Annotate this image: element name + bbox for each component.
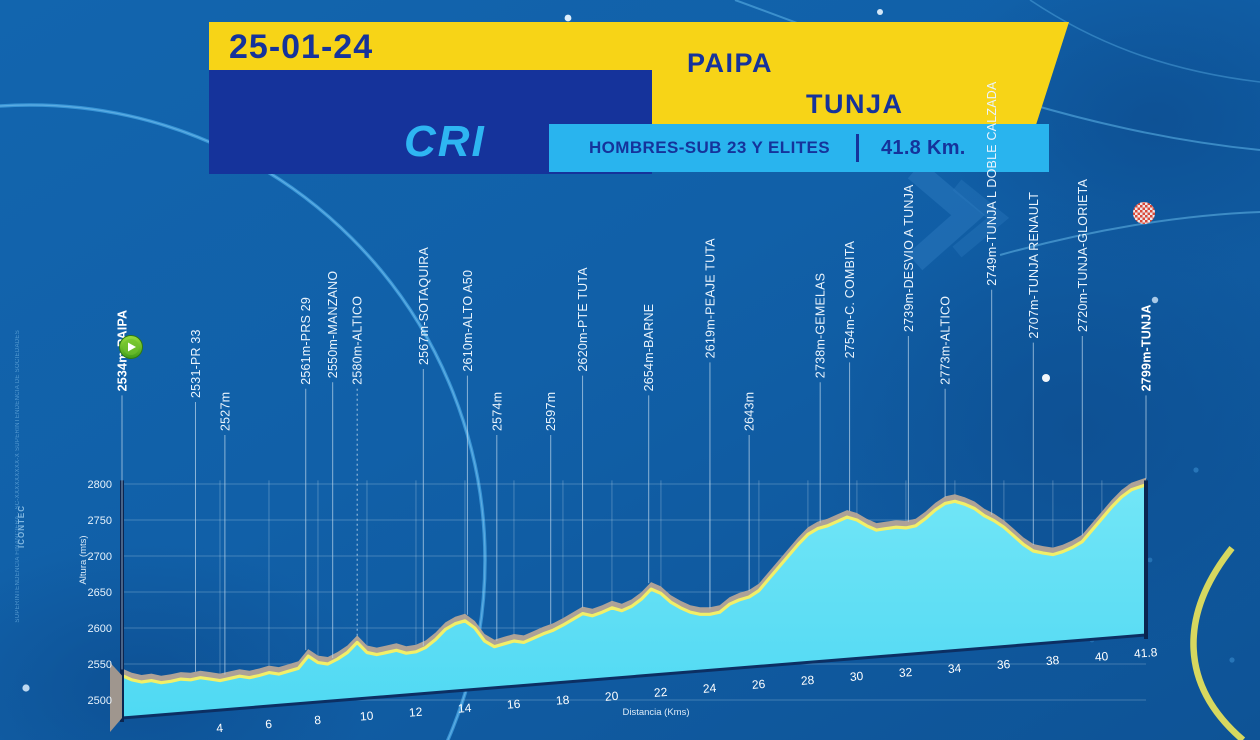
elevation-point-label: 2620m-PTE TUTA [576, 267, 590, 372]
category-label: HOMBRES-SUB 23 Y ELITES [589, 138, 830, 157]
x-tick-label: 22 [653, 685, 668, 700]
x-tick-label: 38 [1045, 653, 1060, 668]
x-tick-label: 16 [506, 697, 521, 712]
elevation-point-label: 2654m-BARNE [642, 304, 656, 392]
y-tick-label: 2750 [88, 515, 112, 527]
x-axis-title: Distancia (Kms) [622, 707, 689, 718]
y-tick-label: 2800 [88, 479, 112, 491]
stage-type-label: CRI [404, 117, 486, 166]
elevation-point-label: 2580m-ALTICO [351, 296, 365, 385]
elevation-point-label: 2707m-TUNJA RENAULT [1027, 192, 1041, 339]
x-tick-label: 30 [849, 669, 864, 684]
x-tick-label: 34 [947, 661, 962, 676]
header-yellow-top-panel [209, 22, 969, 70]
y-tick-label: 2500 [88, 695, 112, 707]
race-header-banner: 25-01-24 PAIPA TUNJA CRI HOMBRES-SUB 23 … [209, 22, 1069, 174]
x-tick-label: 12 [408, 705, 423, 720]
x-tick-label: 20 [604, 689, 619, 704]
checkered-flag-icon [1133, 202, 1155, 224]
x-tick-label: 26 [751, 677, 766, 692]
x-tick-label: 28 [800, 673, 815, 688]
distance-label: 41.8 Km. [880, 136, 966, 159]
y-tick-label: 2700 [88, 551, 112, 563]
category-strip: HOMBRES-SUB 23 Y ELITES 41.8 Km. [549, 124, 1049, 172]
x-tick-label: 41.8 [1133, 645, 1158, 661]
elevation-point-label: 2574m [490, 392, 504, 431]
elevation-point-label: 2550m-MANZANO [326, 271, 340, 379]
elevation-point-label: 2531-PR 33 [189, 329, 203, 398]
y-axis-title: Altura (mts) [78, 535, 89, 584]
elevation-point-label: 2739m-DESVIO A TUNJA [902, 184, 916, 332]
elevation-point-label: 2720m-TUNJA-GLORIETA [1076, 178, 1090, 332]
elevation-point-label: 2527m [218, 392, 232, 431]
elevation-point-label: 2738m-GEMELAS [814, 273, 828, 378]
x-tick-label: 24 [702, 681, 717, 696]
x-tick-label: 10 [359, 709, 374, 724]
elevation-area [120, 477, 1148, 720]
elevation-point-label: 2754m-C. COMBITA [843, 240, 857, 358]
x-tick-label: 6 [265, 717, 273, 732]
elevation-point-label: 2597m [544, 392, 558, 431]
x-tick-label: 8 [314, 713, 322, 728]
x-tick-label: 40 [1094, 649, 1109, 664]
y-tick-label: 2650 [88, 587, 112, 599]
elevation-point-label: 2643m [743, 392, 757, 431]
end-city-label: TUNJA [806, 89, 904, 119]
y-axis-ticks: 2500 2550 2600 2650 2700 2750 2800 [88, 479, 112, 707]
elevation-point-label: 2567m-SOTAQUIRA [417, 246, 431, 365]
race-date: 25-01-24 [229, 28, 374, 66]
play-circle-icon [119, 335, 143, 359]
x-tick-label: 36 [996, 657, 1011, 672]
start-city-label: PAIPA [687, 48, 774, 78]
elevation-point-label: 2749m-TUNJA L DOBLE CALZADA [985, 81, 999, 286]
y-tick-label: 2550 [88, 659, 112, 671]
elevation-point-label: 2561m-PRS 29 [299, 297, 313, 385]
x-axis-ticks: 4 6 8 10 12 14 16 18 20 22 24 26 28 30 32 34 36 38 40 41.8 [216, 645, 1158, 735]
x-tick-label: 14 [457, 701, 472, 716]
elevation-point-label: 2619m-PEAJE TUTA [703, 238, 717, 359]
y-tick-label: 2600 [88, 623, 112, 635]
x-tick-label: 18 [555, 693, 570, 708]
elevation-point-label: 2799m-TUNJA [1140, 304, 1154, 391]
point-leader-lines [121, 289, 1147, 675]
elevation-point-label: 2610m-ALTO A50 [461, 270, 475, 372]
x-tick-label: 32 [898, 665, 913, 680]
elevation-point-label: 2773m-ALTICO [939, 296, 953, 385]
x-tick-label: 4 [216, 721, 224, 736]
divider [855, 134, 859, 162]
